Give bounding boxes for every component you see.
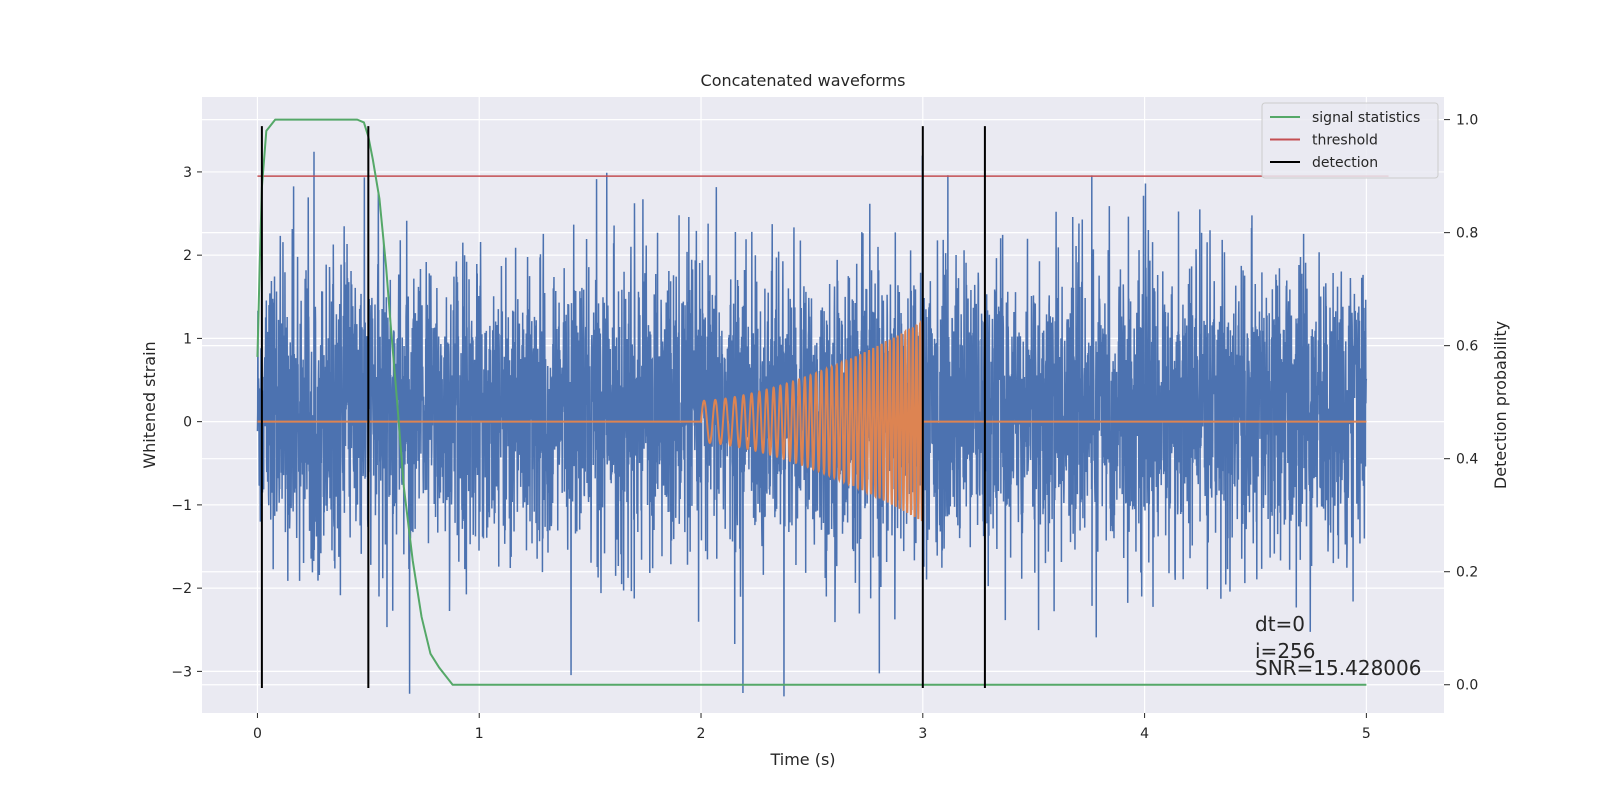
y-tick-label: −3 <box>171 664 192 680</box>
x-tick-label: 2 <box>697 726 706 742</box>
x-tick-label: 4 <box>1140 726 1149 742</box>
y-axis-right-label: Detection probability <box>1491 321 1510 489</box>
y-tick-label: −1 <box>171 498 192 514</box>
x-tick-label: 3 <box>918 726 927 742</box>
y-right-tick-label: 0.0 <box>1456 678 1478 694</box>
y-tick-label: −2 <box>171 581 192 597</box>
annotation-text: i=256 <box>1255 639 1316 663</box>
y-tick-label: 1 <box>183 331 192 347</box>
annotation-text: dt=0 <box>1255 612 1305 636</box>
axes: 0 1 2 3 4 5 −3 −2 −1 0 1 2 3 0.0 0.2 0.4 0.6 0.8 1.0 <box>171 113 1478 742</box>
signal-statistics-series <box>256 118 1367 686</box>
y-right-tick-label: 0.6 <box>1456 339 1478 355</box>
y-right-tick-label: 1.0 <box>1456 113 1478 129</box>
y-right-tick-label: 0.2 <box>1456 565 1478 581</box>
y-tick-label: 3 <box>183 165 192 181</box>
y-tick-label: 2 <box>183 248 192 264</box>
legend-entry: signal statistics <box>1312 110 1420 126</box>
x-tick-label: 5 <box>1362 726 1371 742</box>
x-tick-label: 0 <box>253 726 262 742</box>
y-tick-label: 0 <box>183 415 192 431</box>
legend: signal statistics threshold detection <box>1261 102 1439 179</box>
chart-title: Concatenated waveforms <box>701 71 906 90</box>
y-right-tick-label: 0.8 <box>1456 226 1478 242</box>
annotation-text: SNR=15.428006 <box>1255 656 1421 680</box>
y-axis-label: Whitened strain <box>140 341 159 468</box>
x-axis-label: Time (s) <box>769 750 835 769</box>
legend-entry: threshold <box>1312 133 1378 149</box>
template-series <box>257 319 1367 522</box>
x-tick-label: 1 <box>475 726 484 742</box>
y-right-tick-label: 0.4 <box>1456 452 1478 468</box>
series-layer <box>256 118 1389 697</box>
legend-box <box>1261 102 1439 179</box>
legend-entry: detection <box>1312 155 1378 171</box>
